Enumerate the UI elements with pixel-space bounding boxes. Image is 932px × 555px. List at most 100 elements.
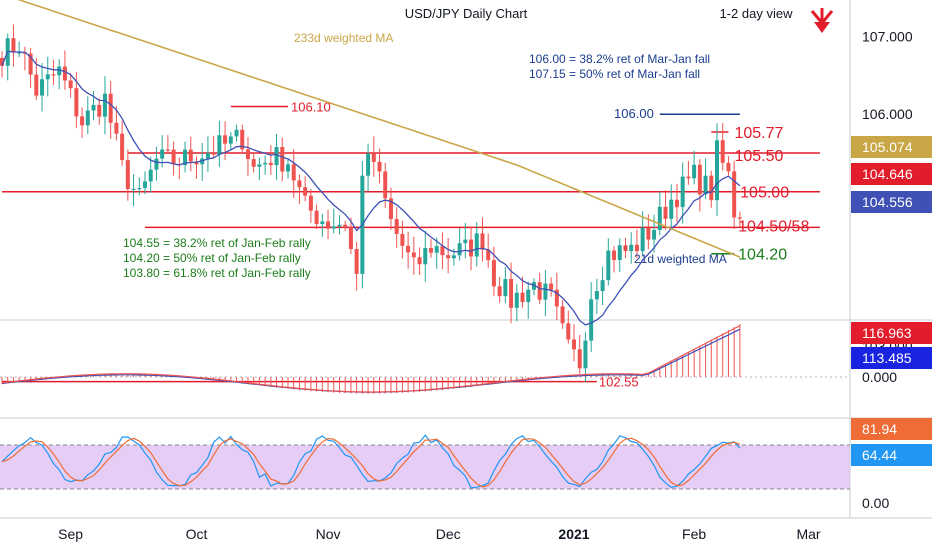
stoch-badge: 81.94 [862, 421, 897, 437]
candle-body [400, 233, 405, 246]
candle-body [463, 239, 468, 244]
candle-body [600, 280, 605, 292]
candle-body [205, 152, 210, 159]
candle-body [160, 149, 165, 159]
fib-note-jan-feb-3: 103.80 = 61.8% ret of Jan-Feb rally [123, 266, 311, 280]
candle-body [234, 129, 239, 137]
candle-body [572, 339, 576, 350]
candle-body [102, 93, 107, 117]
stoch-band [0, 445, 850, 489]
ma21-label: 21d weighted MA [634, 252, 727, 266]
candle-body [154, 158, 159, 170]
candle-body [217, 135, 222, 155]
candle-body [297, 180, 302, 188]
candle-body [406, 245, 411, 253]
x-tick-label: Sep [58, 526, 83, 542]
candle-body [85, 110, 90, 126]
candle-body [286, 164, 290, 172]
fib-note-jan-feb-1: 104.55 = 38.2% ret of Jan-Feb rally [123, 236, 311, 250]
candle-body [686, 176, 691, 179]
level-label: 104.50/58 [738, 218, 809, 235]
candle-body [554, 289, 559, 307]
price-badge-bg [851, 191, 932, 213]
candle-body [108, 93, 113, 123]
fib-note-jan-feb-2: 104.20 = 50% ret of Jan-Feb rally [123, 251, 301, 265]
candle-body [543, 283, 548, 300]
candle-body [17, 52, 22, 54]
candle-body [371, 153, 376, 162]
candle-body [45, 74, 50, 80]
x-tick-label: Nov [316, 526, 341, 542]
candle-body [188, 149, 193, 162]
candle-body [143, 181, 147, 188]
macd-tick-label: 0.000 [862, 369, 897, 385]
candle-body [303, 187, 308, 196]
candle-body [28, 53, 33, 75]
candle-body [509, 278, 514, 308]
ma233-line [17, 0, 741, 258]
x-tick-label: Dec [436, 526, 461, 542]
candle-body [411, 252, 416, 258]
ma233-label: 233d weighted MA [294, 31, 393, 45]
candle-body [171, 149, 176, 165]
candle-body [474, 233, 479, 257]
candle-body [11, 38, 16, 53]
candle-body [526, 289, 531, 303]
fib-note-mar-jan-2: 107.15 = 50% ret of Mar-Jan fall [529, 67, 700, 81]
candle-body [709, 175, 714, 201]
price-tick-label: 106.000 [862, 106, 913, 122]
level-label: 105.77 [734, 125, 783, 142]
candle-body [314, 210, 319, 225]
x-tick-label: Oct [186, 526, 208, 542]
candle-body [194, 161, 199, 165]
candle-body [486, 249, 491, 261]
candle-body [80, 116, 85, 126]
candle-body [91, 104, 96, 111]
chart-title: USD/JPY Daily Chart [405, 6, 528, 21]
price-tick-label: 107.000 [862, 29, 913, 45]
candle-body [531, 282, 536, 290]
stoch-badge-bg [851, 444, 932, 466]
candle-body [245, 149, 250, 160]
candle-body [434, 246, 439, 253]
level-label: 106.00 [614, 106, 654, 121]
macd-signal-line [1, 325, 741, 393]
candle-body [646, 227, 651, 240]
x-tick-label: Mar [796, 526, 820, 542]
candle-body [720, 140, 725, 163]
candle-body [51, 74, 56, 76]
candle-body [451, 255, 456, 259]
level-label: 105.50 [734, 148, 783, 165]
candle-body [62, 66, 67, 81]
candle-body [697, 164, 702, 195]
candle-body [120, 133, 125, 161]
candle-body [0, 58, 4, 66]
time-horizon-label: 1-2 day view [720, 6, 794, 21]
candle-body [377, 161, 382, 172]
price-badge: 104.556 [862, 194, 913, 210]
candle-body [366, 153, 371, 176]
candle-body [617, 245, 622, 261]
price-badge-bg [851, 136, 932, 158]
candle-body [57, 66, 62, 76]
stoch-badge: 64.44 [862, 447, 897, 463]
candle-body [34, 74, 39, 96]
price-badge: 105.074 [862, 139, 913, 155]
candle-body [320, 221, 325, 225]
candle-body [732, 171, 737, 218]
candle-body [674, 199, 679, 208]
candle-body [520, 292, 525, 303]
x-tick-label: Feb [682, 526, 706, 542]
candle-body [663, 206, 668, 219]
candle-body [97, 104, 102, 117]
candle-body [612, 250, 617, 261]
price-badge: 104.646 [862, 166, 913, 182]
candle-body [165, 149, 170, 151]
candle-body [657, 206, 662, 230]
candle-body [652, 229, 657, 240]
candle-body [623, 245, 628, 252]
candle-body [251, 159, 256, 167]
stoch-k-line [1, 434, 741, 489]
